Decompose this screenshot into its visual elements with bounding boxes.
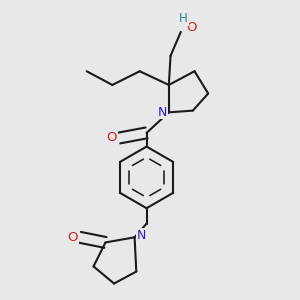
Text: O: O [106, 131, 117, 144]
Text: N: N [158, 106, 167, 119]
Text: N: N [137, 229, 146, 242]
Text: H: H [179, 12, 188, 26]
Text: O: O [186, 21, 196, 34]
Text: O: O [68, 232, 78, 244]
